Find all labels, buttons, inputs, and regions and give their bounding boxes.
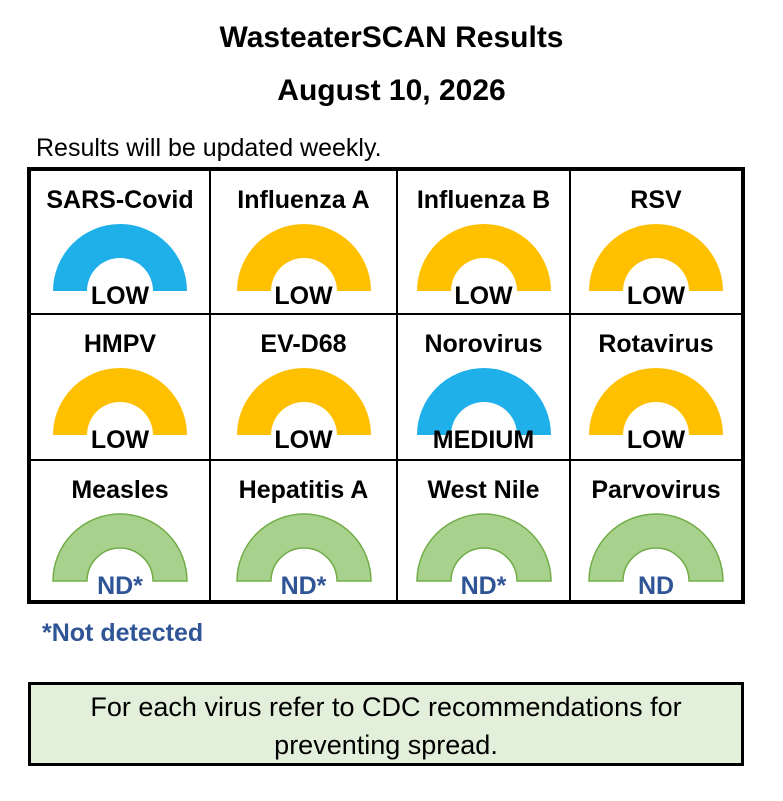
virus-name: Norovirus — [424, 330, 543, 358]
virus-name: Parvovirus — [591, 476, 721, 504]
virus-cell: EV-D68 LOW — [211, 315, 398, 461]
virus-name: Rotavirus — [598, 330, 714, 358]
virus-cell: Influenza A LOW — [211, 171, 398, 315]
gauge-arc — [416, 224, 551, 291]
virus-level: ND* — [97, 572, 143, 600]
gauge-arc — [416, 368, 551, 435]
gauge-arc — [589, 224, 723, 291]
level-gauge — [416, 368, 551, 435]
virus-level: LOW — [274, 426, 333, 454]
level-gauge — [236, 224, 371, 291]
virus-level: LOW — [90, 282, 150, 310]
virus-name: Influenza B — [416, 186, 551, 214]
footnote: *Not detected — [42, 619, 204, 647]
level-gauge — [415, 513, 552, 582]
gauge-arc — [415, 513, 552, 582]
gauge-arc — [588, 513, 724, 582]
virus-cell: Influenza B LOW — [398, 171, 571, 315]
level-gauge — [52, 513, 188, 582]
virus-results-grid: SARS-Covid LOW Influenza A LOW Influenza B LO… — [27, 167, 745, 604]
virus-cell: Hepatitis A ND* — [211, 461, 398, 600]
virus-level: ND* — [280, 572, 327, 600]
virus-level: LOW — [626, 426, 686, 454]
gauge-arc — [236, 224, 371, 291]
virus-cell: West Nile ND* — [398, 461, 571, 600]
virus-cell: HMPV LOW — [31, 315, 211, 461]
level-gauge — [416, 224, 551, 291]
gauge-arc — [52, 513, 188, 582]
virus-cell: Norovirus MEDIUM — [398, 315, 571, 461]
virus-name: Hepatitis A — [238, 476, 369, 504]
gauge-arc — [53, 368, 187, 435]
virus-level: LOW — [90, 426, 150, 454]
level-gauge — [235, 513, 372, 582]
level-gauge — [589, 368, 723, 435]
virus-cell: Rotavirus LOW — [571, 315, 741, 461]
level-gauge — [236, 368, 371, 435]
virus-cell: Parvovirus ND — [571, 461, 741, 600]
virus-name: RSV — [630, 186, 682, 214]
level-gauge — [589, 224, 723, 291]
cdc-note-line-1: For each virus refer to CDC recommendati… — [90, 692, 682, 722]
virus-cell: SARS-Covid LOW — [31, 171, 211, 315]
level-gauge — [53, 368, 187, 435]
virus-name: EV-D68 — [260, 330, 347, 358]
level-gauge — [588, 513, 724, 582]
gauge-arc — [589, 368, 723, 435]
virus-cell: Measles ND* — [31, 461, 211, 600]
virus-level: ND* — [460, 572, 507, 600]
page-title: WasteaterSCAN Results — [219, 21, 564, 54]
cdc-note: For each virus refer to CDC recommendati… — [28, 682, 744, 766]
virus-name: West Nile — [427, 476, 540, 504]
gauge-arc — [53, 224, 187, 291]
virus-level: LOW — [274, 282, 333, 310]
cdc-note-line-2: preventing spread. — [274, 730, 498, 760]
virus-name: HMPV — [83, 330, 157, 358]
virus-name: Measles — [71, 476, 169, 504]
gauge-arc — [236, 368, 371, 435]
update-notice: Results will be updated weekly. — [36, 134, 382, 162]
gauge-arc — [235, 513, 372, 582]
virus-name: SARS-Covid — [46, 186, 194, 214]
level-gauge — [53, 224, 187, 291]
virus-level: LOW — [626, 282, 686, 310]
virus-level: ND — [637, 572, 675, 600]
virus-cell: RSV LOW — [571, 171, 741, 315]
virus-level: MEDIUM — [432, 426, 535, 454]
virus-level: LOW — [454, 282, 513, 310]
report-date: August 10, 2026 — [277, 74, 506, 107]
virus-name: Influenza A — [237, 186, 370, 214]
